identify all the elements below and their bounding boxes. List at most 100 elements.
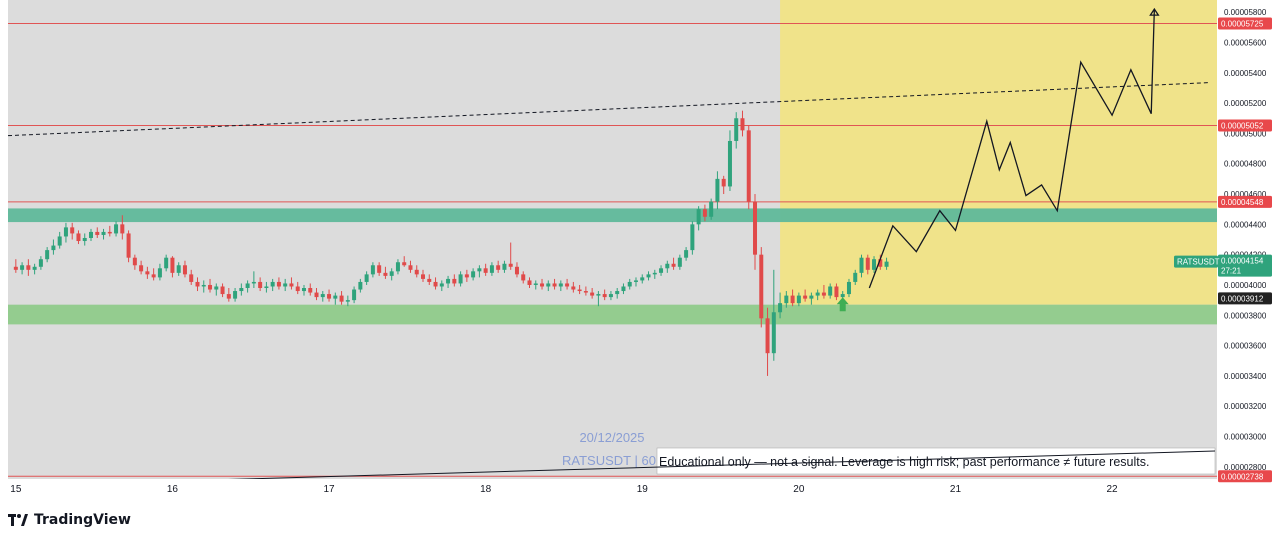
candle[interactable]: [233, 288, 238, 302]
candle[interactable]: [652, 269, 657, 279]
candle[interactable]: [765, 307, 770, 376]
candle[interactable]: [170, 256, 175, 278]
candle[interactable]: [496, 260, 501, 273]
candle[interactable]: [709, 198, 714, 220]
candle[interactable]: [884, 257, 889, 270]
candle[interactable]: [583, 286, 588, 296]
candle[interactable]: [327, 289, 332, 302]
time-axis[interactable]: [8, 479, 1217, 498]
candle[interactable]: [114, 221, 119, 237]
candle[interactable]: [132, 254, 137, 270]
candle[interactable]: [464, 269, 469, 282]
candle[interactable]: [514, 262, 519, 278]
candle[interactable]: [395, 259, 400, 275]
projection-path[interactable]: [868, 9, 1156, 289]
candle[interactable]: [533, 280, 538, 290]
candle[interactable]: [51, 239, 56, 255]
candle[interactable]: [872, 256, 877, 273]
candle[interactable]: [646, 271, 651, 281]
candle[interactable]: [552, 278, 557, 290]
candle[interactable]: [295, 281, 300, 295]
candle[interactable]: [258, 277, 263, 292]
candle[interactable]: [95, 227, 100, 238]
candle[interactable]: [727, 130, 732, 191]
candle[interactable]: [433, 277, 438, 290]
candle[interactable]: [151, 268, 156, 281]
candle[interactable]: [320, 291, 325, 302]
candle[interactable]: [195, 277, 200, 292]
candle[interactable]: [314, 288, 319, 301]
candle[interactable]: [659, 265, 664, 276]
candle[interactable]: [145, 266, 150, 279]
candle[interactable]: [865, 254, 870, 275]
candle[interactable]: [458, 271, 463, 287]
candle[interactable]: [89, 228, 94, 242]
candle[interactable]: [414, 265, 419, 278]
trendline[interactable]: [7, 82, 1210, 137]
candle[interactable]: [815, 289, 820, 301]
candle[interactable]: [32, 263, 37, 275]
candle[interactable]: [834, 283, 839, 301]
candle[interactable]: [126, 230, 131, 263]
candle[interactable]: [846, 278, 851, 298]
candle[interactable]: [301, 284, 306, 296]
candle[interactable]: [57, 231, 62, 249]
candle[interactable]: [270, 278, 275, 292]
demand-zone[interactable]: [8, 304, 1217, 325]
candle[interactable]: [345, 295, 350, 307]
candle[interactable]: [427, 274, 432, 285]
candle[interactable]: [13, 259, 18, 273]
candle[interactable]: [696, 206, 701, 231]
candle[interactable]: [182, 260, 187, 278]
candle[interactable]: [82, 233, 87, 246]
candle[interactable]: [821, 284, 826, 299]
candle[interactable]: [352, 286, 357, 304]
candle[interactable]: [20, 262, 25, 275]
candle[interactable]: [796, 292, 801, 307]
candle[interactable]: [38, 256, 43, 270]
candle[interactable]: [402, 256, 407, 267]
level-price-tag[interactable]: 0.00005052: [1218, 119, 1272, 132]
candle[interactable]: [439, 280, 444, 292]
candle[interactable]: [640, 274, 645, 284]
candle[interactable]: [333, 292, 338, 305]
candle[interactable]: [489, 262, 494, 276]
candle[interactable]: [446, 275, 451, 289]
candle[interactable]: [477, 265, 482, 278]
candle[interactable]: [853, 269, 858, 285]
candle[interactable]: [483, 263, 488, 276]
supply-zone[interactable]: [8, 208, 1217, 223]
candle[interactable]: [358, 278, 363, 293]
candle[interactable]: [471, 268, 476, 281]
candle[interactable]: [759, 247, 764, 328]
candle[interactable]: [408, 260, 413, 273]
candle[interactable]: [790, 289, 795, 307]
candle[interactable]: [778, 292, 783, 319]
candle[interactable]: [226, 288, 231, 302]
candle[interactable]: [189, 269, 194, 285]
candle[interactable]: [214, 283, 219, 296]
brand-footer[interactable]: TradingView: [8, 510, 131, 530]
candle[interactable]: [753, 194, 758, 270]
candle[interactable]: [633, 277, 638, 287]
candle[interactable]: [715, 171, 720, 210]
candle[interactable]: [276, 277, 281, 290]
candle[interactable]: [746, 125, 751, 210]
candle[interactable]: [383, 266, 388, 279]
candle[interactable]: [251, 271, 256, 289]
candle[interactable]: [76, 230, 81, 245]
candle[interactable]: [107, 225, 112, 237]
candle[interactable]: [521, 271, 526, 284]
candle[interactable]: [665, 260, 670, 273]
level-price-tag[interactable]: 0.00002738: [1218, 470, 1272, 483]
candle[interactable]: [101, 228, 106, 240]
candle[interactable]: [721, 175, 726, 195]
candle[interactable]: [176, 262, 181, 276]
candle[interactable]: [571, 281, 576, 293]
candle[interactable]: [26, 259, 31, 276]
level-price-tag[interactable]: 0.00004548: [1218, 195, 1272, 208]
price-axis[interactable]: [1217, 0, 1280, 498]
candle[interactable]: [740, 110, 745, 137]
